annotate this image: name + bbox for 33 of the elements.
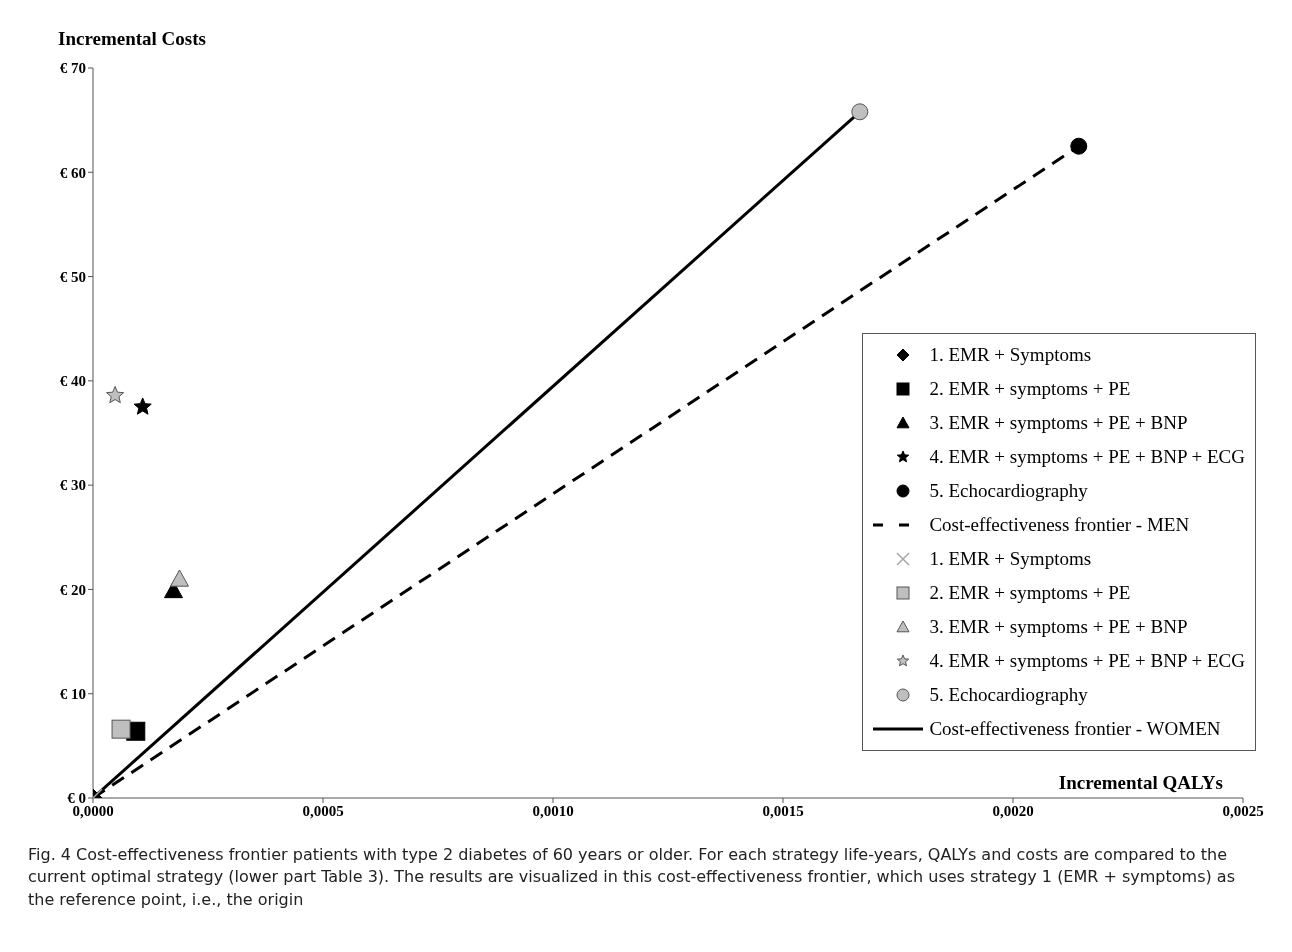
point	[111, 719, 131, 739]
y-axis-title: Incremental Costs	[58, 28, 206, 50]
x-tick-label: 0,0020	[992, 802, 1034, 819]
point	[106, 385, 125, 404]
y-tick-label: € 30	[59, 477, 86, 494]
legend-label: Cost-effectiveness frontier - MEN	[929, 514, 1190, 536]
x-tick-label: 0,0025	[1222, 802, 1264, 819]
legend-label: 4. EMR + symptoms + PE + BNP + ECG	[929, 650, 1245, 672]
legend-label: 4. EMR + symptoms + PE + BNP + ECG	[929, 446, 1245, 468]
legend-label: Cost-effectiveness frontier - WOMEN	[929, 718, 1221, 740]
x-tick-label: 0,0005	[302, 802, 344, 819]
caption: Fig. 4 Cost-effectiveness frontier patients with type 2 diabetes of 60 years or older. For each strategy life-years, QALYs and costs are compared to the current optimal strategy (lower part Table 3). The results are visualized in this cost-effectiveness frontier, which uses strategy 1 (EMR + symptoms) as the reference point, i.e., the origin	[27, 844, 1236, 911]
x-tick-label: 0,0015	[762, 802, 804, 819]
legend-label: 5. Echocardiography	[929, 684, 1088, 706]
point	[169, 569, 189, 587]
y-tick-label: € 40	[59, 373, 86, 390]
point	[133, 397, 152, 415]
x-axis-title: Incremental QALYs	[1058, 772, 1223, 794]
y-tick-label: € 60	[59, 164, 86, 181]
legend-label: 3. EMR + symptoms + PE + BNP	[929, 412, 1188, 434]
y-tick-label: € 70	[59, 60, 86, 77]
y-tick-label: € 20	[59, 581, 86, 598]
legend-label: 3. EMR + symptoms + PE + BNP	[929, 616, 1188, 638]
legend-label: 1. EMR + Symptoms	[929, 548, 1092, 570]
x-tick-label: 0,0010	[532, 802, 574, 819]
point	[1070, 137, 1088, 155]
y-tick-label: € 50	[59, 268, 86, 285]
point	[851, 103, 869, 121]
legend-label: 1. EMR + Symptoms	[929, 344, 1092, 366]
legend-label: 2. EMR + symptoms + PE	[929, 582, 1131, 604]
legend-label: 5. Echocardiography	[929, 480, 1088, 502]
y-tick-label: € 10	[59, 686, 86, 703]
legend-label: 2. EMR + symptoms + PE	[929, 378, 1131, 400]
